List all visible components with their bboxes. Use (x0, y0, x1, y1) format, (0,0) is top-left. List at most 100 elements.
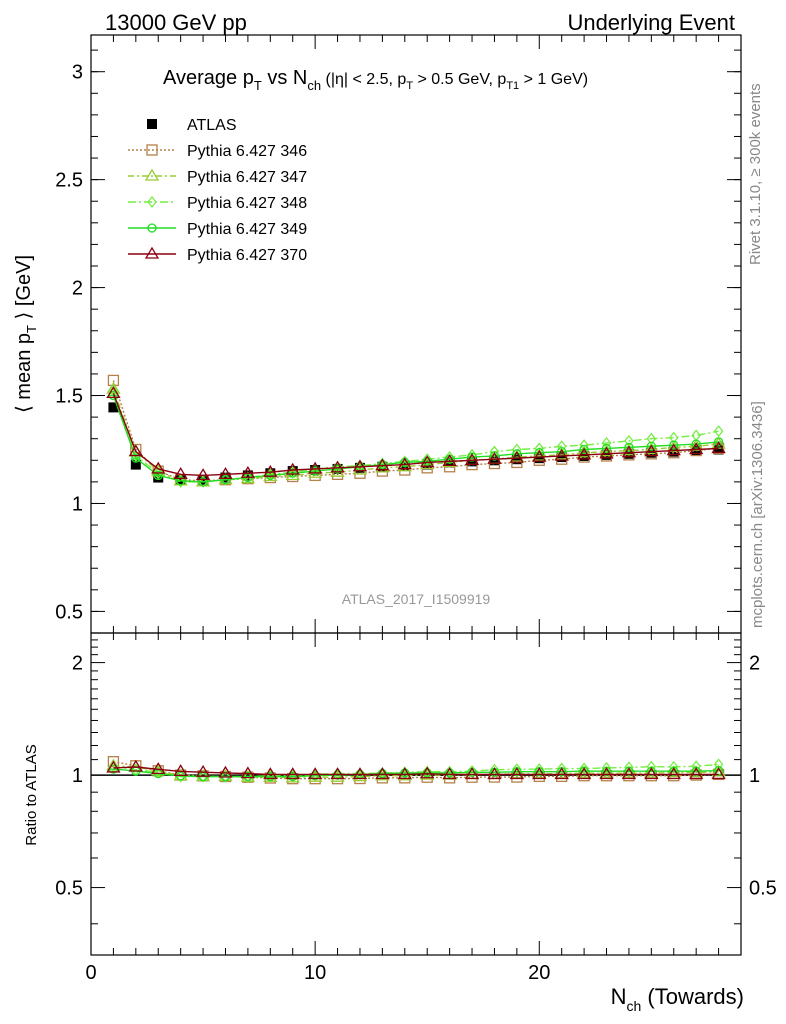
ratio-series-p370 (106, 759, 726, 780)
ratio-y-tick-label-right: 1 (749, 765, 760, 787)
y-tick-label: 1 (72, 493, 83, 515)
ratio-point-p370 (263, 767, 278, 780)
mcplots-label: mcplots.cern.ch [arXiv:1306.3436] (749, 401, 766, 628)
legend-entry-p349: Pythia 6.427 349 (128, 221, 307, 238)
point-p370 (218, 467, 233, 479)
legend-label: ATLAS (187, 117, 237, 134)
point-p370 (375, 458, 390, 471)
ratio-line-p370 (113, 766, 719, 776)
point-ATLAS (175, 474, 186, 485)
ratio-point-p370 (554, 767, 569, 780)
ratio-point-p370 (218, 765, 233, 778)
ratio-point-p370 (375, 767, 390, 780)
ratio-y-tick-label-right: 0.5 (749, 878, 777, 900)
point-p347 (689, 438, 704, 451)
point-p370 (509, 450, 525, 463)
point-p370 (420, 455, 435, 468)
point-p370 (285, 462, 300, 475)
ratio-line-p346 (113, 761, 719, 780)
point-p370 (195, 468, 211, 481)
point-ATLAS (265, 468, 276, 479)
point-p370 (464, 453, 480, 465)
point-p370 (666, 443, 681, 456)
legend-marker-p346 (146, 144, 158, 156)
main-series-layer (106, 374, 726, 488)
point-p347 (666, 440, 681, 452)
series-line-p348 (112, 390, 719, 483)
point-p348 (243, 471, 253, 484)
ratio-point-p370 (307, 767, 323, 780)
legend-marker-p370 (144, 246, 160, 259)
series-line-p349 (112, 395, 719, 483)
ratio-point-p370 (576, 767, 592, 780)
point-p370 (487, 451, 502, 464)
ratio-point-p370 (352, 767, 368, 780)
legend-entry-p346: Pythia 6.427 346 (128, 143, 307, 160)
point-p370 (576, 447, 592, 460)
y-tick-label: 3 (72, 62, 83, 84)
x-tick-label: 0 (85, 962, 96, 984)
ratio-point-p370 (151, 762, 166, 774)
point-p370 (689, 442, 704, 455)
point-ATLAS (646, 447, 657, 458)
point-ATLAS (377, 461, 388, 472)
point-p348 (646, 432, 657, 445)
series-p347 (106, 381, 726, 487)
ratio-point-p370 (464, 767, 480, 780)
series-p346 (107, 374, 725, 487)
point-p348 (713, 425, 724, 438)
point-ATLAS (242, 470, 253, 481)
legend-label: Pythia 6.427 348 (187, 195, 307, 212)
legend-label: Pythia 6.427 349 (187, 221, 307, 238)
ratio-point-p370 (106, 760, 121, 773)
ratio-point-p370 (330, 767, 345, 780)
point-ATLAS (623, 448, 634, 459)
legend: ATLAS Pythia 6.427 346 Pythia 6.427 347 Pyt… (128, 117, 307, 264)
point-ATLAS (108, 402, 119, 413)
point-ATLAS (579, 450, 590, 461)
ratio-point-p348 (198, 770, 208, 783)
ratio-point-p370 (621, 767, 637, 780)
point-p370 (442, 454, 457, 467)
ratio-point-p370 (509, 767, 525, 780)
ratio-point-p347 (644, 765, 659, 778)
legend-label: Pythia 6.427 370 (187, 247, 307, 264)
ratio-y-tick-label-left: 1 (72, 765, 83, 787)
point-ATLAS (713, 444, 724, 455)
ratio-point-p347 (330, 769, 345, 782)
x-tick-labels: 0 10 20 (85, 962, 550, 984)
ratio-frame (90, 632, 742, 956)
point-p370 (240, 465, 256, 478)
y-tick-labels: 0.5 1 1.5 2 2.5 3 (55, 62, 83, 624)
ratio-point-p370 (285, 767, 300, 780)
series-line-p370 (112, 393, 719, 477)
point-p370 (263, 464, 278, 477)
legend-marker-ATLAS (147, 119, 157, 129)
series-line-p346 (112, 380, 719, 482)
ratio-point-p348 (579, 762, 589, 775)
point-p370 (307, 461, 323, 474)
ratio-point-p348 (601, 761, 612, 774)
point-p370 (397, 457, 412, 470)
point-p370 (711, 441, 726, 454)
point-p370 (128, 444, 143, 457)
rivet-label: Rivet 3.1.10, ≥ 300k events (747, 83, 764, 265)
x-axis-label: Nch (Towards) (611, 984, 744, 1014)
ratio-point-p370 (711, 767, 726, 780)
series-line-p347 (112, 388, 719, 483)
point-p348 (198, 475, 208, 488)
ratio-y-tick-labels: 0.5 0.5 1 1 2 2 (55, 653, 777, 900)
y-axis-label: ⟨ mean pT ⟩ [GeV] (13, 255, 39, 413)
ratio-point-p370 (532, 767, 547, 780)
ratio-series-layer (106, 756, 726, 785)
ratio-point-p348 (624, 761, 634, 774)
ratio-point-p347 (576, 765, 592, 778)
legend-label: Pythia 6.427 347 (187, 169, 307, 186)
legend-marker-p348 (147, 195, 157, 209)
point-ATLAS (130, 459, 141, 470)
x-tick-label: 10 (304, 962, 326, 984)
series-p370 (106, 386, 726, 481)
legend-label: Pythia 6.427 346 (187, 143, 307, 160)
